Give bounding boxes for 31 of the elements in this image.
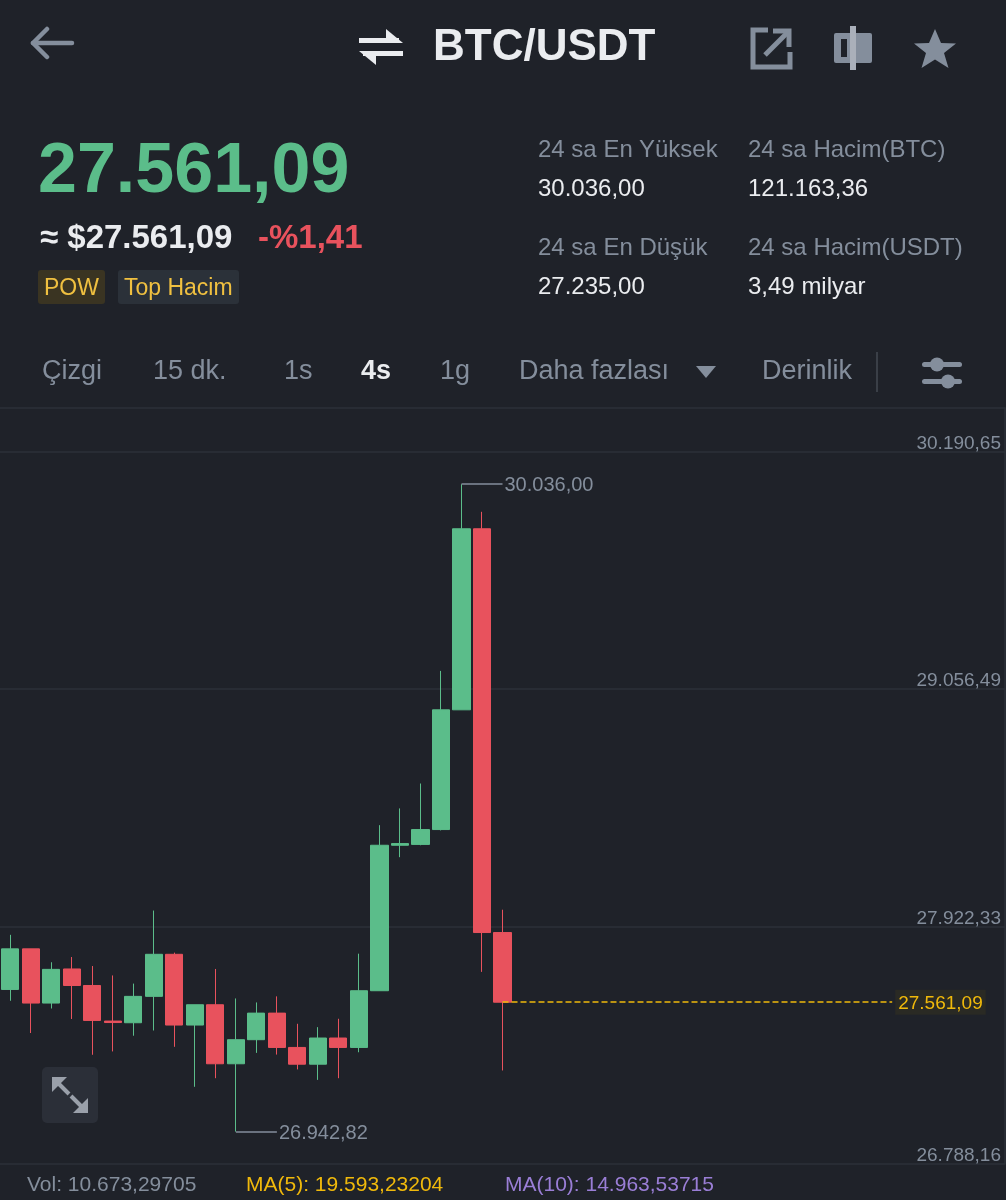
text: 24 sa En Düşük [538,233,708,261]
text: 24 sa Hacim(USDT) [748,233,963,261]
y-tick-label: 29.056,49 [916,669,1001,691]
text: Daha fazlası [519,355,670,387]
chart-title: BTC/USDT [433,20,656,71]
text: 15 dk. [153,355,227,387]
text: MA(10): 14.963,53715 [505,1172,714,1197]
text: 4s [361,355,392,387]
text: 27.235,00 [538,272,645,300]
text: 24 sa En Yüksek [538,135,718,163]
text: MA(5): 19.593,23204 [246,1172,444,1197]
annotation: 30.036,00 [504,473,594,496]
ref-line-label: 27.561,09 [898,991,983,1013]
text: POW [38,270,105,305]
text: 24 sa Hacim(BTC) [748,135,946,163]
text: 1g [440,355,471,387]
annotation: 26.942,82 [278,1120,368,1143]
y-tick-label: 27.922,33 [916,906,1001,928]
text: 3,49 milyar [748,272,866,300]
text: ≈ $27.561,09 [40,218,233,256]
text: Derinlik [762,355,853,387]
text: 1s [284,355,313,387]
y-tick-label: 30.190,65 [916,431,1001,453]
y-tick-label: 26.788,16 [916,1144,1001,1165]
text: 27.561,09 [38,128,350,209]
text: Vol: 10.673,29705 [27,1172,197,1197]
text: 121.163,36 [748,174,869,202]
text: Çizgi [42,355,103,387]
text: -%1,41 [258,218,363,256]
text: Top Hacim [118,270,239,305]
text: 30.036,00 [538,174,645,202]
